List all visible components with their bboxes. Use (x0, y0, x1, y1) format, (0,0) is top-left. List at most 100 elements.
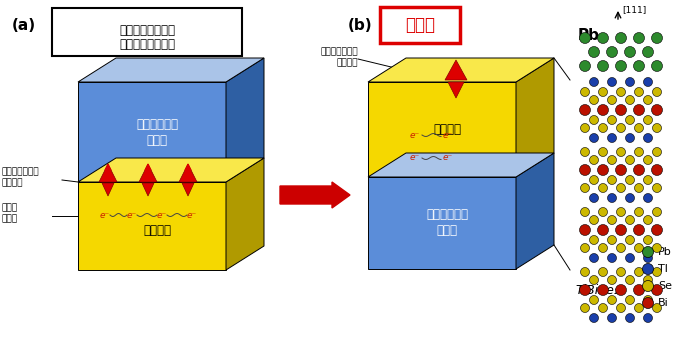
Circle shape (580, 104, 591, 116)
Circle shape (598, 87, 608, 97)
Circle shape (617, 207, 626, 217)
Circle shape (643, 254, 652, 262)
Circle shape (589, 295, 598, 305)
Circle shape (652, 87, 662, 97)
Circle shape (580, 148, 589, 156)
Text: 超伝導体: 超伝導体 (433, 123, 461, 136)
Circle shape (608, 216, 617, 224)
Circle shape (617, 87, 626, 97)
Circle shape (617, 268, 626, 276)
Text: Bi: Bi (658, 298, 668, 308)
Polygon shape (368, 58, 554, 82)
Circle shape (643, 116, 652, 124)
Text: Pb: Pb (658, 247, 672, 257)
Circle shape (580, 268, 589, 276)
Circle shape (643, 175, 652, 185)
Circle shape (615, 285, 626, 295)
Circle shape (598, 104, 608, 116)
Polygon shape (52, 8, 242, 56)
Polygon shape (226, 58, 264, 182)
Circle shape (652, 243, 662, 253)
Circle shape (598, 148, 608, 156)
Circle shape (643, 275, 652, 285)
Text: e⁻: e⁻ (410, 153, 420, 163)
Circle shape (652, 61, 662, 71)
Circle shape (580, 165, 591, 175)
Circle shape (634, 268, 643, 276)
Polygon shape (516, 58, 554, 177)
Polygon shape (78, 158, 264, 182)
Text: 従来の超伝導近接: 従来の超伝導近接 (119, 24, 175, 37)
Circle shape (615, 104, 626, 116)
Circle shape (634, 104, 645, 116)
Circle shape (643, 313, 652, 323)
Circle shape (617, 304, 626, 312)
Circle shape (643, 246, 654, 257)
Circle shape (580, 243, 589, 253)
Circle shape (580, 33, 591, 44)
Circle shape (643, 295, 652, 305)
Circle shape (606, 47, 617, 57)
Circle shape (598, 304, 608, 312)
Text: トポロジカル: トポロジカル (426, 208, 468, 221)
Text: e⁻: e⁻ (187, 210, 197, 220)
Circle shape (634, 61, 645, 71)
Text: e⁻: e⁻ (127, 210, 137, 220)
Text: (a): (a) (12, 18, 36, 33)
Circle shape (589, 254, 598, 262)
Circle shape (643, 236, 652, 244)
Polygon shape (516, 153, 554, 269)
Polygon shape (368, 177, 516, 269)
Polygon shape (368, 153, 554, 177)
Circle shape (598, 207, 608, 217)
Circle shape (615, 224, 626, 236)
Circle shape (634, 87, 643, 97)
Circle shape (652, 184, 662, 192)
Polygon shape (226, 158, 264, 270)
Circle shape (589, 78, 598, 86)
Circle shape (608, 295, 617, 305)
Polygon shape (99, 164, 117, 182)
Text: Pb: Pb (578, 28, 600, 42)
Circle shape (580, 304, 589, 312)
Circle shape (643, 264, 654, 274)
Circle shape (608, 78, 617, 86)
Circle shape (608, 155, 617, 165)
Circle shape (643, 155, 652, 165)
Circle shape (634, 165, 645, 175)
Polygon shape (368, 82, 516, 177)
Text: (b): (b) (348, 18, 372, 33)
Polygon shape (142, 183, 154, 196)
Circle shape (652, 268, 662, 276)
Circle shape (634, 207, 643, 217)
Circle shape (626, 216, 634, 224)
Circle shape (580, 61, 591, 71)
Circle shape (643, 280, 654, 291)
Text: e⁻: e⁻ (410, 131, 420, 139)
Circle shape (652, 207, 662, 217)
Circle shape (598, 33, 608, 44)
Text: （表面）: （表面） (337, 58, 358, 68)
Polygon shape (448, 82, 464, 98)
Circle shape (643, 47, 654, 57)
Circle shape (608, 236, 617, 244)
Circle shape (608, 116, 617, 124)
Circle shape (580, 285, 591, 295)
Circle shape (589, 236, 598, 244)
Circle shape (598, 224, 608, 236)
Circle shape (626, 155, 634, 165)
Circle shape (634, 123, 643, 133)
Circle shape (617, 148, 626, 156)
Circle shape (589, 96, 598, 104)
Circle shape (626, 116, 634, 124)
Circle shape (589, 216, 598, 224)
Polygon shape (445, 60, 467, 80)
Polygon shape (179, 164, 197, 182)
Text: TlBiSe₂: TlBiSe₂ (575, 284, 619, 296)
Circle shape (608, 275, 617, 285)
Circle shape (634, 33, 645, 44)
Circle shape (634, 304, 643, 312)
Text: 絶縁体: 絶縁体 (437, 224, 458, 238)
Text: 電子対: 電子対 (2, 215, 18, 223)
Text: Tl: Tl (658, 264, 668, 274)
